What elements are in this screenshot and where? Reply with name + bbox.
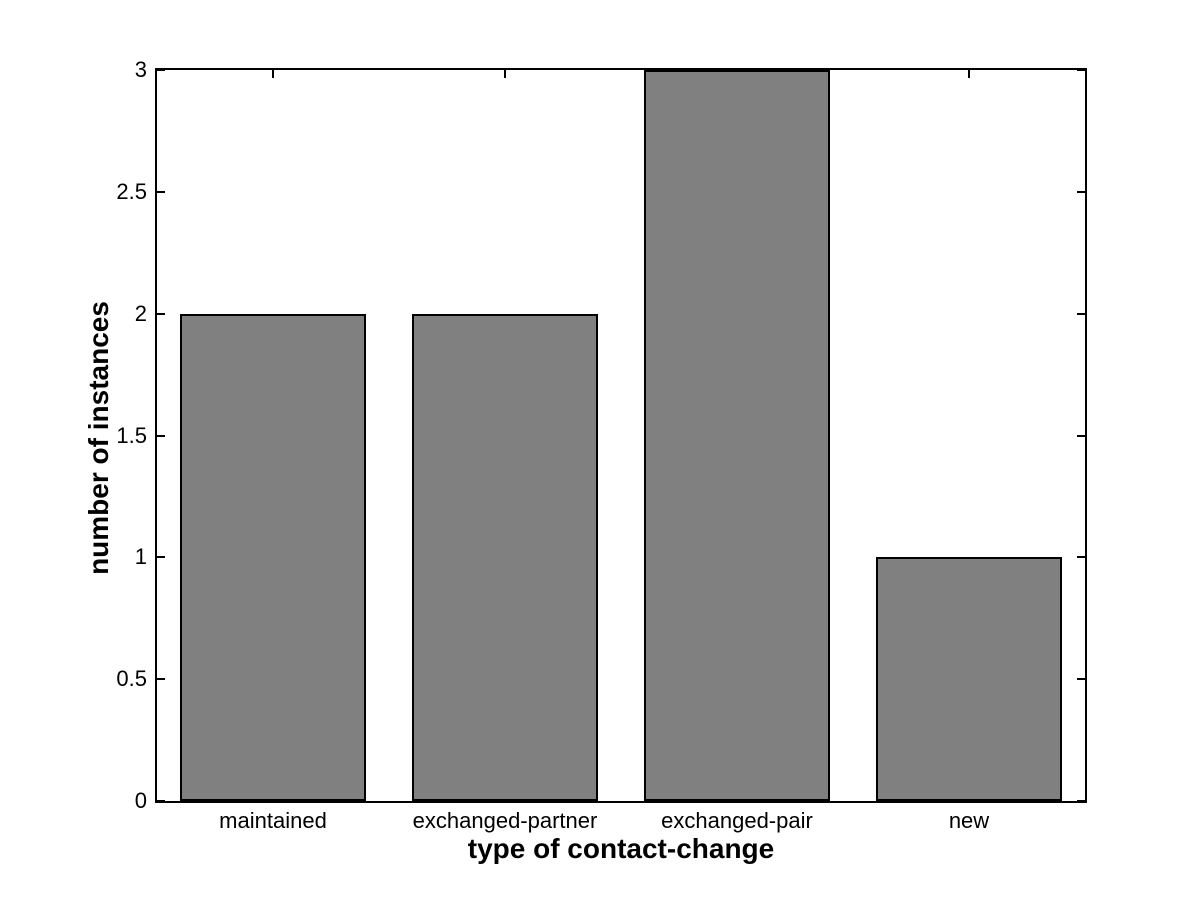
y-tick-mark-right (1077, 312, 1085, 315)
bar-exchanged-pair (644, 70, 830, 801)
y-tick-mark (157, 312, 165, 315)
x-tick-mark-top (272, 70, 274, 78)
y-tick-label: 3 (134, 57, 147, 82)
y-tick-mark-right (1077, 678, 1085, 681)
x-tick-label: maintained (219, 808, 327, 833)
y-tick-mark (157, 800, 165, 802)
x-tick-label: new (948, 808, 990, 833)
y-tick-label: 0 (134, 788, 147, 813)
y-tick-mark-right (1077, 69, 1085, 71)
y-tick-mark-right (1077, 800, 1085, 802)
x-axis-title: type of contact-change (467, 833, 775, 864)
bar-exchanged-partner (412, 313, 598, 801)
y-tick-mark (157, 434, 165, 437)
y-tick-mark-right (1077, 190, 1085, 193)
x-tick-mark-top (968, 70, 970, 78)
y-tick-mark (157, 556, 165, 559)
y-tick-label: 1 (134, 544, 147, 570)
plot-area (155, 68, 1087, 803)
y-tick-label: 1.5 (116, 422, 147, 448)
x-tick-label: exchanged-pair (661, 808, 813, 833)
y-tick-mark-right (1077, 556, 1085, 559)
bar-new (876, 557, 1062, 801)
y-tick-mark (157, 190, 165, 193)
x-tick-mark-top (504, 70, 506, 78)
y-tick-mark-right (1077, 434, 1085, 437)
y-tick-label: 0.5 (116, 666, 147, 692)
y-tick-label: 2.5 (116, 178, 147, 204)
y-tick-label: 2 (134, 300, 147, 326)
bar-maintained (180, 313, 366, 801)
y-tick-mark (157, 69, 165, 71)
y-tick-mark (157, 678, 165, 681)
x-tick-label: exchanged-partner (412, 808, 598, 833)
